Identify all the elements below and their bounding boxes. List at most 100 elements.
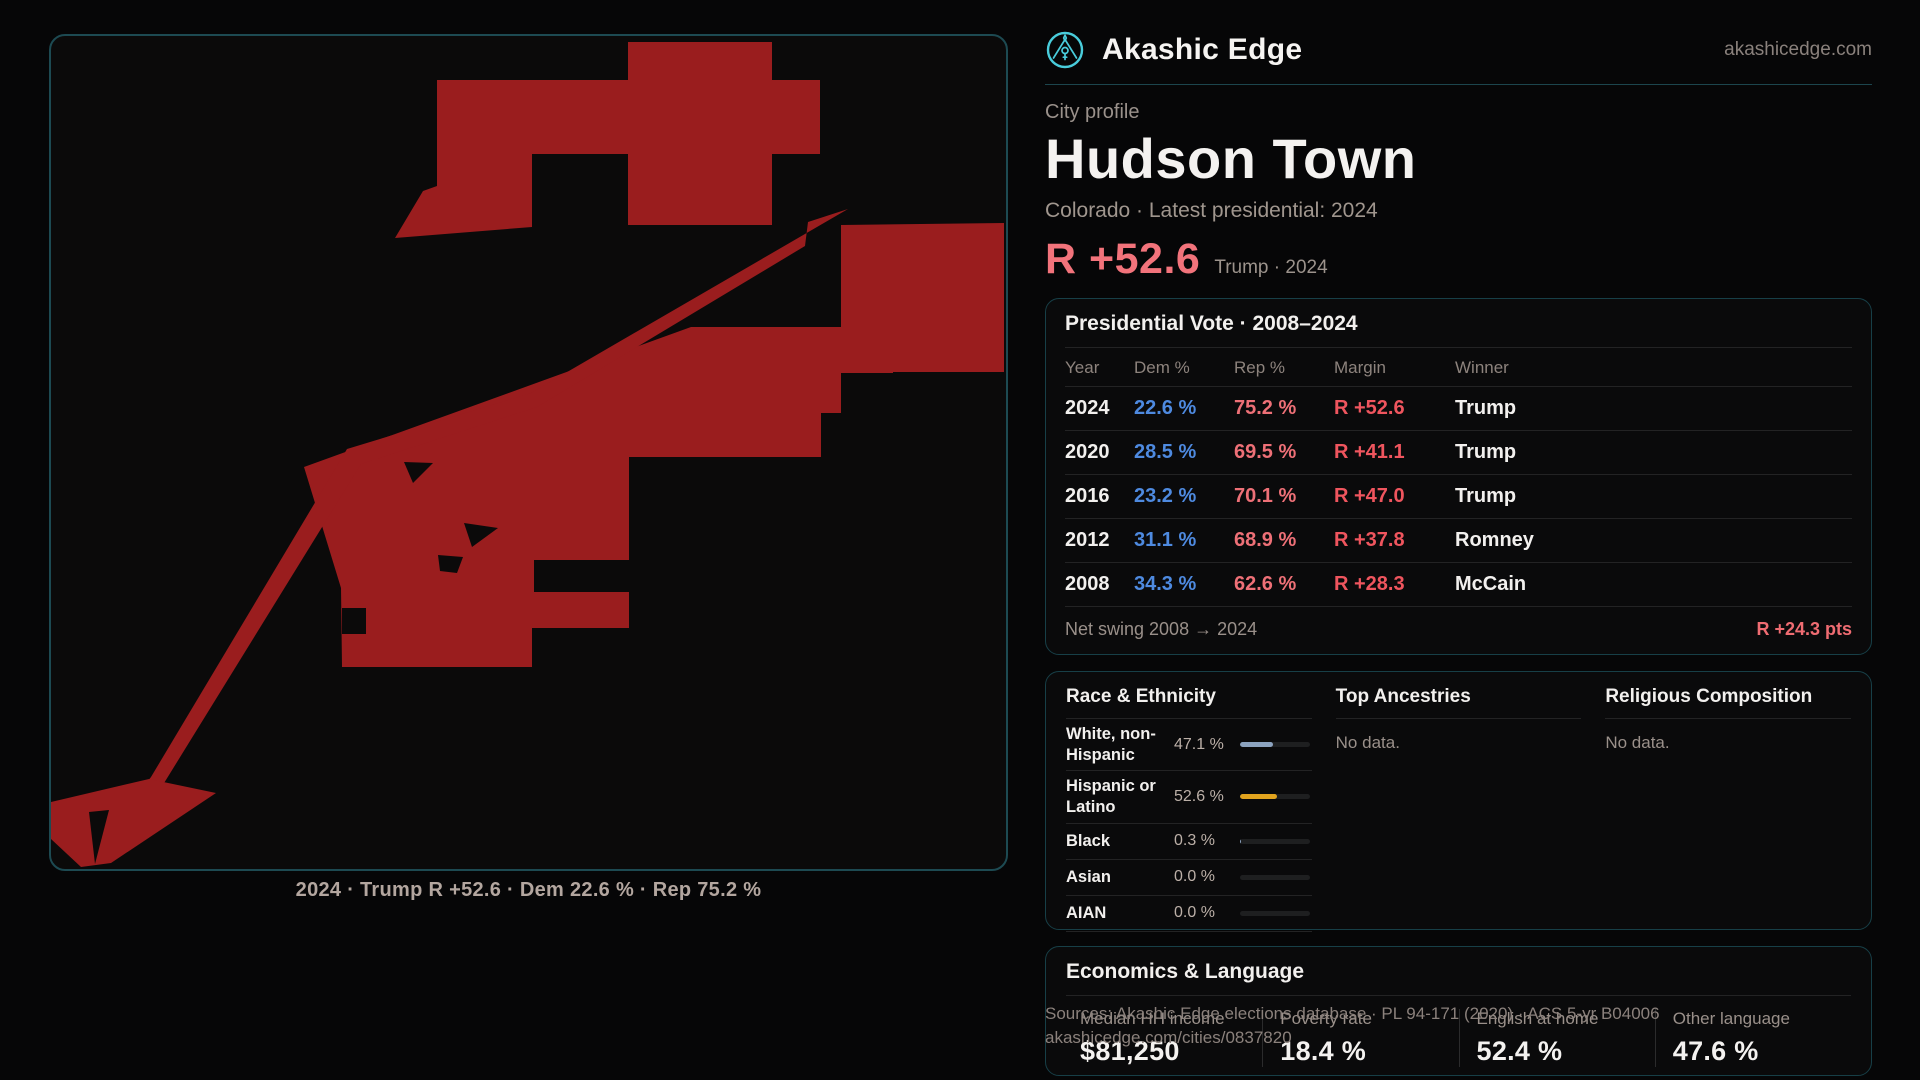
cell-margin: R +41.1	[1334, 441, 1405, 463]
race-label: Asian	[1066, 867, 1111, 886]
list-item: White, non-Hispanic 47.1 %	[1066, 719, 1312, 772]
table-row: 2024 22.6 % 75.2 % R +52.6 Trump	[1065, 387, 1852, 431]
race-label: Black	[1066, 831, 1111, 850]
presidential-vote-card: Presidential Vote · 2008–2024 Year Dem %…	[1045, 298, 1872, 655]
race-label: AIAN	[1066, 903, 1107, 922]
list-item: Asian 0.0 %	[1066, 860, 1312, 896]
stat-label: Median HH income	[1080, 1009, 1225, 1028]
cell-dem: 22.6 %	[1134, 397, 1197, 419]
race-bar	[1240, 794, 1310, 800]
cell-margin: R +47.0	[1334, 485, 1405, 507]
religion-empty-state: No data.	[1605, 733, 1670, 752]
cell-winner: Trump	[1455, 485, 1517, 507]
page-title: Hudson Town	[1045, 127, 1417, 190]
cell-winner: Trump	[1455, 397, 1517, 419]
cell-year: 2016	[1065, 485, 1110, 507]
map-caption: 2024 · Trump R +52.6 · Dem 22.6 % · Rep …	[295, 879, 762, 901]
race-section-title: Race & Ethnicity	[1066, 686, 1312, 719]
stat-value: 52.4 %	[1476, 1036, 1563, 1066]
col-header-rep: Rep %	[1234, 358, 1286, 377]
list-item: Hispanic or Latino 52.6 %	[1066, 771, 1312, 824]
race-label: Hispanic or Latino	[1066, 777, 1156, 816]
race-value: 0.0 %	[1174, 868, 1215, 885]
race-bar	[1240, 838, 1310, 844]
economics-card: Economics & Language Median HH income $8…	[1045, 946, 1872, 1076]
cell-year: 2012	[1065, 529, 1110, 551]
stat-english-at-home: English at home 52.4 %	[1458, 1009, 1655, 1067]
map-shape-southwest-foot	[51, 779, 216, 867]
religion-section: Religious Composition No data.	[1605, 686, 1851, 932]
race-label: White, non-Hispanic	[1066, 725, 1156, 764]
cell-year: 2024	[1065, 397, 1110, 419]
col-header-dem: Dem %	[1134, 358, 1190, 377]
race-value: 0.3 %	[1174, 832, 1215, 849]
cell-rep: 75.2 %	[1234, 397, 1297, 419]
race-ethnicity-section: Race & Ethnicity White, non-Hispanic 47.…	[1066, 686, 1312, 932]
cell-rep: 68.9 %	[1234, 529, 1297, 551]
net-swing-value: R +24.3 pts	[1756, 619, 1852, 639]
table-row: 2012 31.1 % 68.9 % R +37.8 Romney	[1065, 519, 1852, 563]
economics-card-title: Economics & Language	[1066, 960, 1851, 996]
stat-median-income: Median HH income $81,250	[1066, 1009, 1262, 1067]
cell-dem: 23.2 %	[1134, 485, 1197, 507]
vote-table-header: Year Dem % Rep % Margin Winner	[1065, 348, 1852, 387]
stat-value: 18.4 %	[1280, 1036, 1367, 1066]
list-item: AIAN 0.0 %	[1066, 896, 1312, 932]
cell-rep: 62.6 %	[1234, 573, 1297, 595]
cell-margin: R +37.8	[1334, 529, 1405, 551]
race-bar	[1240, 874, 1310, 880]
vote-card-title: Presidential Vote · 2008–2024	[1065, 312, 1852, 348]
map-shape-central-mass	[304, 327, 893, 667]
col-header-winner: Winner	[1455, 358, 1509, 377]
stat-poverty-rate: Poverty rate 18.4 %	[1262, 1009, 1458, 1067]
akashic-emblem-icon	[1046, 31, 1084, 69]
economics-stats-row: Median HH income $81,250 Poverty rate 18…	[1066, 1009, 1851, 1067]
cell-dem: 31.1 %	[1134, 529, 1197, 551]
cell-winner: McCain	[1455, 573, 1527, 595]
headline-margin-context: Trump · 2024	[1214, 257, 1328, 278]
table-row: 2008 34.3 % 62.6 % R +28.3 McCain	[1065, 563, 1852, 607]
table-row: 2020 28.5 % 69.5 % R +41.1 Trump	[1065, 431, 1852, 475]
stat-value: $81,250	[1080, 1036, 1180, 1066]
cell-dem: 28.5 %	[1134, 441, 1197, 463]
profile-column: Akashic Edge akashicedge.com City profil…	[1045, 30, 1872, 1076]
city-boundary-map	[51, 42, 1004, 867]
race-bar	[1240, 742, 1310, 748]
brand-name: Akashic Edge	[1102, 33, 1303, 66]
brand-domain-link[interactable]: akashicedge.com	[1724, 39, 1872, 60]
cell-margin: R +52.6	[1334, 397, 1405, 419]
stat-value: 47.6 %	[1672, 1036, 1759, 1066]
stat-label: English at home	[1476, 1009, 1599, 1028]
ancestries-section-title: Top Ancestries	[1335, 686, 1582, 719]
ancestries-empty-state: No data.	[1335, 733, 1400, 752]
demographics-card: Race & Ethnicity White, non-Hispanic 47.…	[1045, 671, 1872, 932]
cell-year: 2020	[1065, 441, 1110, 463]
cell-rep: 69.5 %	[1234, 441, 1297, 463]
headline-margin: R +52.6 Trump · 2024	[1045, 235, 1872, 284]
cell-winner: Trump	[1455, 441, 1517, 463]
map-shape-top-band	[395, 80, 820, 238]
race-bar	[1240, 910, 1310, 916]
race-value: 52.6 %	[1174, 787, 1224, 805]
headline-margin-value: R +52.6	[1045, 235, 1201, 283]
stat-label: Poverty rate	[1280, 1009, 1372, 1028]
cell-rep: 70.1 %	[1234, 485, 1297, 507]
city-boundary-map-panel	[49, 34, 1008, 871]
map-shape-top-tab	[628, 42, 772, 80]
net-swing-label: Net swing 2008 → 2024	[1065, 619, 1258, 639]
stat-label: Other language	[1672, 1009, 1790, 1028]
col-header-margin: Margin	[1334, 358, 1386, 377]
net-swing-row: Net swing 2008 → 2024 R +24.3 pts	[1065, 607, 1852, 648]
table-row: 2016 23.2 % 70.1 % R +47.0 Trump	[1065, 475, 1852, 519]
site-header: Akashic Edge akashicedge.com	[1045, 30, 1872, 85]
cell-year: 2008	[1065, 573, 1110, 595]
religion-section-title: Religious Composition	[1605, 686, 1851, 719]
eyebrow-label: City profile	[1045, 101, 1140, 123]
cell-winner: Romney	[1455, 529, 1534, 551]
city-permalink[interactable]: akashicedge.com/cities/0837820	[1045, 1027, 1292, 1047]
cell-dem: 34.3 %	[1134, 573, 1197, 595]
page-subtitle: Colorado · Latest presidential: 2024	[1045, 199, 1378, 222]
ancestries-section: Top Ancestries No data.	[1335, 686, 1582, 932]
race-value: 47.1 %	[1174, 735, 1224, 753]
list-item: Black 0.3 %	[1066, 824, 1312, 860]
